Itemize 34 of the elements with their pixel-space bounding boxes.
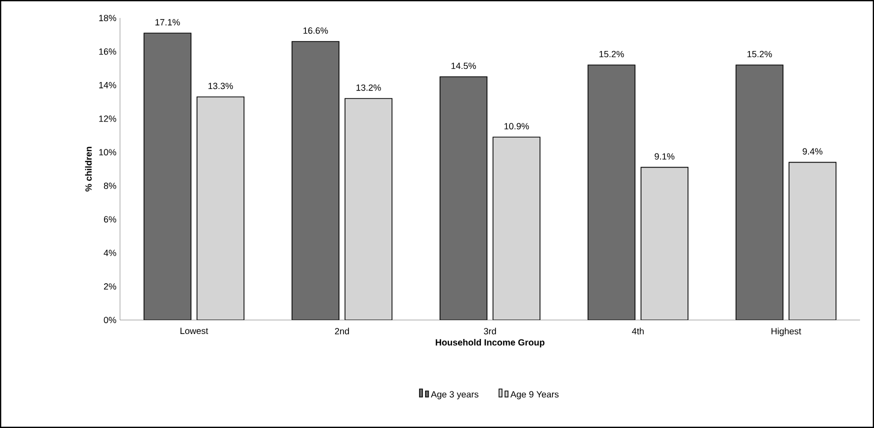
data-label: 14.5%: [451, 62, 476, 70]
y-tick-label: 4%: [104, 250, 116, 256]
bar: [344, 98, 392, 320]
x-axis-title: Household Income Group: [436, 338, 544, 348]
y-tick-label: 12%: [99, 116, 116, 122]
y-tick-label: 14%: [99, 82, 116, 88]
y-tick-label: 6%: [104, 216, 116, 223]
x-tick-label: 4th: [632, 328, 644, 334]
y-tick-label: 10%: [99, 149, 116, 156]
y-axis-title: % children: [85, 146, 92, 192]
bar: [492, 136, 540, 320]
data-label: 9.4%: [802, 148, 822, 155]
bar: [196, 96, 244, 320]
x-tick-label: 2nd: [334, 328, 349, 334]
x-tick-label: Highest: [772, 328, 802, 336]
data-label: 13.3%: [208, 82, 233, 90]
data-label: 17.1%: [155, 19, 180, 26]
data-label: 9.1%: [654, 153, 674, 160]
y-tick-label: 16%: [99, 48, 116, 55]
x-tick-label: Lowest: [180, 328, 208, 334]
x-tick-label: 3rd: [484, 328, 496, 334]
data-label: 13.2%: [356, 84, 381, 91]
y-tick-label: 8%: [104, 182, 116, 189]
data-label: 15.2%: [599, 50, 624, 58]
bar: [788, 162, 836, 320]
data-label: 10.9%: [504, 123, 529, 130]
y-tick-label: 2%: [104, 283, 116, 290]
bar: [640, 166, 688, 320]
legend-label: Age 3 years: [430, 391, 478, 400]
y-tick-label: 0%: [104, 316, 116, 324]
y-tick-label: 18%: [99, 14, 116, 22]
data-label: 16.6%: [303, 27, 328, 34]
legend-label: Age 9 Years: [510, 391, 559, 400]
data-label: 15.2%: [747, 50, 772, 58]
